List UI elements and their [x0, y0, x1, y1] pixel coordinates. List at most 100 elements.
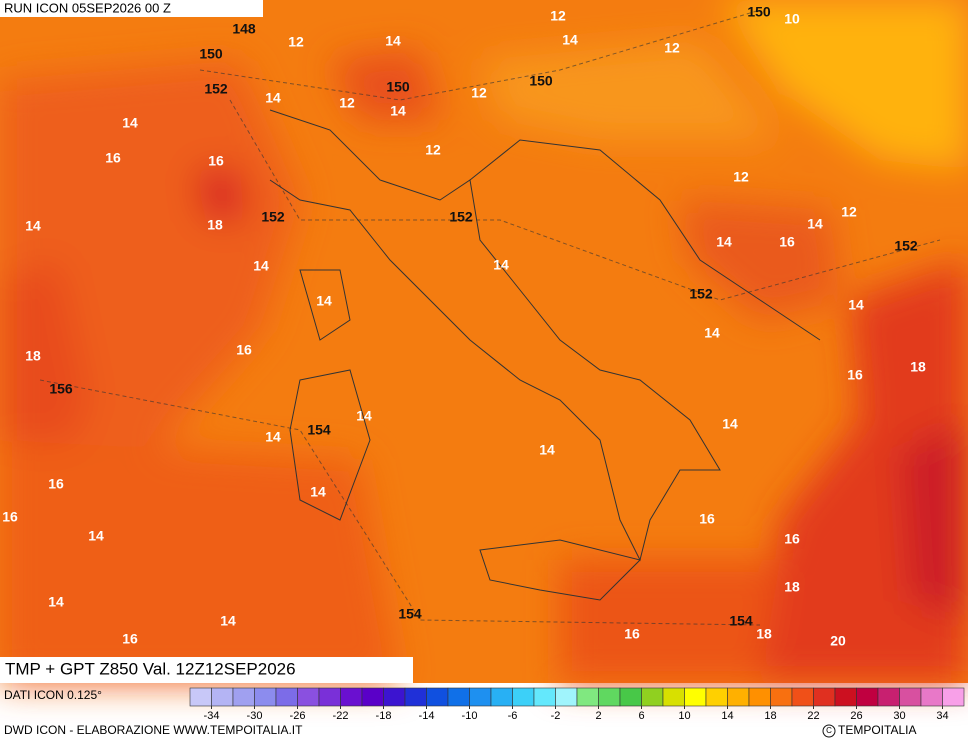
run-label: RUN ICON 05SEP2026 00 Z: [4, 0, 171, 15]
copyright-icon: [822, 724, 836, 738]
temperature-label: 14: [356, 408, 372, 424]
colorbar-swatch: [254, 687, 277, 707]
coastlines: [269, 109, 821, 601]
colorbar-tick-label: 10: [678, 710, 690, 722]
geopotential-label: 152: [689, 286, 713, 302]
colorbar-tick-label: 26: [850, 710, 862, 722]
temperature-label: 18: [784, 579, 800, 595]
source-label: DATI ICON 0.125°: [4, 688, 102, 702]
copyright-c: C: [826, 726, 832, 735]
colorbar-tick-label: -30: [247, 710, 263, 722]
colorbar-tick-label: 2: [595, 710, 601, 722]
colorbar-swatch: [318, 687, 341, 707]
temperature-label: 18: [207, 217, 223, 233]
temperature-label: 16: [699, 511, 715, 527]
colorbar-tick-label: -10: [462, 710, 478, 722]
colorbar-swatch: [383, 687, 406, 707]
colorbar-swatch: [834, 687, 857, 707]
colorbar: -34 -30 -26 -22 -18 -14 -10 -6 -2 2 6 10 14 18 22 26 30 3…: [189, 687, 965, 722]
colorbar-tick-label: -6: [508, 710, 518, 722]
geopotential-label: 152: [449, 209, 473, 225]
temperature-label: 16: [48, 476, 64, 492]
geopotential-contours: [39, 9, 941, 626]
temperature-label: 18: [25, 348, 41, 364]
colorbar-swatch: [512, 687, 535, 707]
colorbar-tick-label: 30: [893, 710, 905, 722]
credit-label: DWD ICON - ELABORAZIONE WWW.TEMPOITALIA.…: [4, 723, 303, 737]
temperature-label: 18: [910, 359, 926, 375]
colorbar-swatch: [641, 687, 664, 707]
colorbar-swatch: [426, 687, 449, 707]
temperature-label: 12: [288, 34, 304, 50]
temperature-label: 16: [122, 631, 138, 647]
colorbar-swatch: [404, 687, 427, 707]
geopotential-label: 150: [386, 79, 410, 95]
temperature-label: 12: [339, 95, 355, 111]
colorbar-swatch: [447, 687, 470, 707]
map-title: TMP + GPT Z850 Val. 12Z12SEP2026: [5, 659, 296, 678]
colorbar-swatch: [727, 687, 750, 707]
temperature-label: 16: [236, 342, 252, 358]
colorbar-tick-label: -2: [551, 710, 561, 722]
geopotential-label: 156: [49, 381, 73, 397]
geopotential-label: 154: [307, 422, 331, 438]
colorbar-swatch: [942, 687, 965, 707]
temperature-label: 14: [807, 216, 823, 232]
logo-label: TEMPOITALIA: [838, 723, 916, 737]
geopotential-label: 152: [261, 209, 285, 225]
temperature-label: 16: [105, 150, 121, 166]
colorbar-swatch: [920, 687, 943, 707]
colorbar-swatch: [297, 687, 320, 707]
temperature-label: 20: [830, 633, 846, 649]
temperature-label: 16: [784, 531, 800, 547]
geopotential-label: 152: [894, 238, 918, 254]
colorbar-swatch: [791, 687, 814, 707]
colorbar-swatch: [361, 687, 384, 707]
colorbar-swatch: [813, 687, 836, 707]
title-box: [0, 657, 413, 683]
geopotential-label: 150: [747, 4, 771, 20]
colorbar-swatch: [748, 687, 771, 707]
colorbar-swatch: [533, 687, 556, 707]
temperature-label: 10: [784, 11, 800, 27]
temperature-label: 14: [122, 115, 138, 131]
temperature-label: 14: [385, 33, 401, 49]
colorbar-swatch: [275, 687, 298, 707]
temperature-label: 14: [310, 484, 326, 500]
temperature-field: [0, 0, 968, 683]
temperature-label: 14: [48, 594, 64, 610]
temperature-label: 14: [722, 416, 738, 432]
colorbar-swatch: [211, 687, 234, 707]
temperature-label: 14: [25, 218, 41, 234]
colorbar-tick-label: -22: [333, 710, 349, 722]
temperature-label: 14: [316, 293, 332, 309]
temperature-label: 14: [704, 325, 720, 341]
temperature-label: 14: [716, 234, 732, 250]
colorbar-tick-label: -14: [419, 710, 435, 722]
geopotential-label: 150: [199, 46, 223, 62]
temperature-label: 16: [2, 509, 18, 525]
colorbar-swatch: [856, 687, 879, 707]
colorbar-tick-label: -26: [290, 710, 306, 722]
colorbar-tick-label: 6: [638, 710, 644, 722]
colorbar-tick-label: -34: [204, 710, 220, 722]
colorbar-tick-label: 14: [721, 710, 733, 722]
temperature-label: 16: [208, 153, 224, 169]
temperature-label: 14: [265, 429, 281, 445]
temperature-label: 12: [425, 142, 441, 158]
colorbar-swatch: [684, 687, 707, 707]
geopotential-label: 154: [398, 606, 422, 622]
geopotential-label: 150: [529, 73, 553, 89]
temperature-label: 18: [756, 626, 772, 642]
temperature-label: 16: [847, 367, 863, 383]
colorbar-swatch: [576, 687, 599, 707]
geopotential-label: 152: [204, 81, 228, 97]
geopotential-label: 154: [729, 613, 753, 629]
temperature-label: 16: [779, 234, 795, 250]
temperature-label: 12: [664, 40, 680, 56]
geopotential-label: 148: [232, 21, 256, 37]
colorbar-tick-label: -18: [376, 710, 392, 722]
header-box: [0, 0, 263, 17]
colorbar-swatch: [469, 687, 492, 707]
